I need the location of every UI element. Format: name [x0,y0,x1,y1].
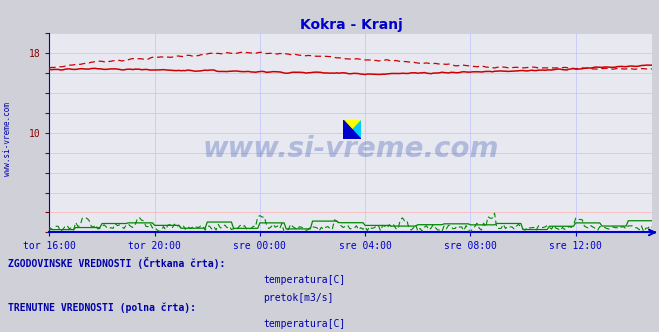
Polygon shape [343,120,361,139]
Text: pretok[m3/s]: pretok[m3/s] [264,293,334,303]
Text: temperatura[C]: temperatura[C] [264,275,346,285]
Text: ZGODOVINSKE VREDNOSTI (Črtkana črta):: ZGODOVINSKE VREDNOSTI (Črtkana črta): [8,257,225,269]
Polygon shape [343,120,361,139]
Text: www.si-vreme.com: www.si-vreme.com [203,135,499,163]
Polygon shape [343,120,361,139]
Text: temperatura[C]: temperatura[C] [264,319,346,329]
Text: www.si-vreme.com: www.si-vreme.com [3,103,13,176]
Title: Kokra - Kranj: Kokra - Kranj [300,18,402,32]
Text: TRENUTNE VREDNOSTI (polna črta):: TRENUTNE VREDNOSTI (polna črta): [8,303,196,313]
